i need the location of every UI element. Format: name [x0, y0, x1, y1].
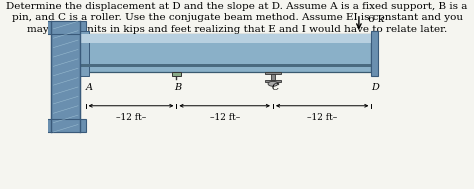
Bar — [80, 34, 372, 43]
Bar — [46, 21, 86, 34]
Text: B: B — [174, 83, 182, 92]
Bar — [172, 72, 181, 76]
Bar — [265, 72, 281, 74]
Text: –12 ft–: –12 ft– — [307, 113, 337, 122]
Text: –12 ft–: –12 ft– — [116, 113, 146, 122]
Circle shape — [268, 81, 278, 86]
Bar — [80, 31, 90, 76]
Bar — [46, 119, 86, 132]
Text: Determine the displacement at D and the slope at D. Assume A is a fixed support,: Determine the displacement at D and the … — [6, 2, 468, 33]
Text: C: C — [272, 83, 279, 92]
Bar — [52, 21, 80, 132]
Text: D: D — [372, 83, 379, 92]
Bar — [271, 74, 275, 81]
Bar — [372, 31, 378, 76]
Text: 6 k: 6 k — [368, 15, 384, 24]
Bar — [265, 81, 281, 82]
Text: A: A — [86, 83, 92, 92]
Bar — [80, 34, 372, 72]
Text: –12 ft–: –12 ft– — [210, 113, 240, 122]
Bar — [80, 67, 372, 72]
Bar — [80, 64, 372, 67]
